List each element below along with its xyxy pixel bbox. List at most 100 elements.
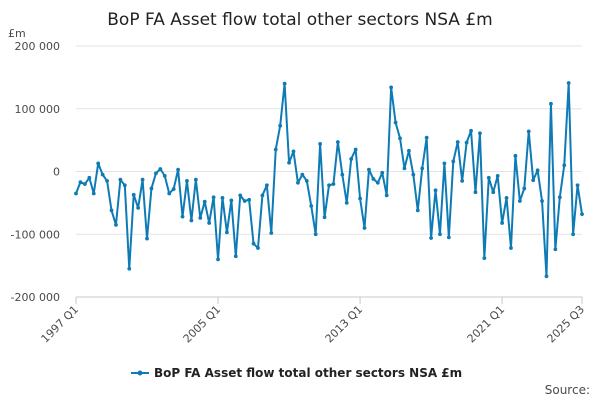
data-point	[575, 183, 580, 188]
data-point	[438, 232, 442, 237]
data-point	[509, 246, 513, 250]
data-point	[96, 161, 101, 166]
data-point	[149, 186, 154, 191]
data-point	[167, 191, 172, 196]
data-point	[486, 175, 491, 180]
data-point	[216, 257, 220, 262]
y-tick-label: 100 000	[15, 103, 61, 116]
data-point	[300, 172, 305, 177]
data-point	[229, 198, 234, 203]
data-point	[269, 231, 274, 235]
data-point	[460, 179, 465, 183]
data-point	[74, 191, 78, 196]
data-point	[526, 129, 531, 134]
data-point	[153, 171, 158, 176]
data-point	[287, 160, 291, 165]
data-point	[127, 266, 132, 271]
data-point	[282, 81, 287, 86]
data-point	[513, 153, 518, 158]
data-point	[91, 191, 96, 196]
data-point	[251, 241, 256, 246]
data-point	[482, 256, 487, 260]
data-point	[291, 149, 296, 154]
data-point	[304, 179, 309, 183]
data-point	[553, 247, 558, 252]
gridlines	[76, 45, 582, 298]
data-point	[247, 197, 252, 202]
data-point	[375, 180, 380, 185]
data-point	[495, 173, 500, 178]
x-axis: 1997 Q1 2005 Q1 2013 Q1 2021 Q1 2025 Q3	[39, 296, 588, 346]
series-line-group	[74, 81, 584, 279]
data-point	[131, 192, 136, 197]
data-point	[118, 177, 123, 182]
data-point	[207, 221, 212, 225]
data-point	[442, 161, 447, 166]
data-point	[358, 196, 362, 201]
data-point	[198, 216, 203, 220]
data-point	[411, 172, 416, 177]
data-point	[335, 140, 340, 144]
series-line	[75, 82, 583, 278]
data-point	[211, 195, 216, 200]
data-point	[100, 172, 105, 177]
data-point	[557, 195, 562, 200]
data-point	[105, 179, 109, 183]
data-point	[473, 190, 478, 195]
legend-label: BoP FA Asset flow total other sectors NS…	[154, 366, 462, 380]
data-point	[327, 183, 331, 188]
data-point	[353, 147, 358, 152]
data-point	[202, 199, 207, 204]
data-point	[384, 193, 389, 198]
data-point	[176, 167, 180, 172]
x-tick-label: 2025 Q3	[545, 303, 588, 346]
legend-marker-swatch	[137, 370, 143, 376]
data-point	[398, 136, 402, 141]
data-point	[429, 236, 433, 240]
data-point	[544, 274, 549, 279]
data-point	[233, 254, 238, 259]
data-point	[189, 218, 194, 223]
data-point	[580, 212, 584, 217]
legend: BoP FA Asset flow total other sectors NS…	[131, 366, 462, 380]
data-point	[517, 199, 522, 203]
data-point	[344, 200, 349, 205]
data-point	[415, 208, 420, 213]
data-point	[504, 195, 509, 200]
data-point	[362, 226, 367, 230]
data-point	[78, 180, 83, 185]
y-tick-label: -100 000	[11, 228, 60, 241]
data-point	[331, 182, 336, 186]
data-point	[122, 183, 127, 188]
y-tick-label: -200 000	[11, 291, 60, 304]
data-point	[571, 232, 576, 237]
data-point	[278, 123, 283, 128]
data-point	[340, 172, 345, 177]
data-point	[367, 167, 371, 172]
x-tick-label: 2013 Q1	[323, 303, 366, 346]
data-point	[220, 195, 225, 200]
chart-title: BoP FA Asset flow total other sectors NS…	[107, 10, 492, 30]
data-point	[446, 235, 451, 240]
data-point	[522, 186, 527, 191]
data-point	[393, 120, 398, 125]
data-point	[469, 128, 473, 133]
data-point	[273, 147, 278, 152]
data-point	[455, 140, 460, 144]
data-point	[171, 187, 176, 191]
data-point	[87, 175, 92, 180]
data-point	[309, 204, 314, 208]
data-point	[433, 188, 438, 193]
data-point	[562, 163, 567, 168]
data-point	[158, 167, 163, 171]
data-point	[238, 193, 243, 198]
data-point	[535, 168, 540, 173]
data-point	[313, 232, 318, 237]
data-point	[140, 177, 145, 182]
data-point	[193, 177, 198, 182]
y-unit-label: £m	[8, 27, 26, 40]
data-point	[491, 190, 496, 195]
x-tick-label: 2005 Q1	[181, 303, 224, 346]
data-point	[549, 101, 553, 106]
data-point	[424, 135, 429, 140]
